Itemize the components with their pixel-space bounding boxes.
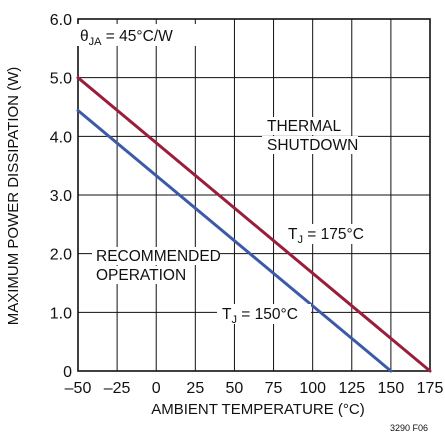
recommended-bg-2 [92, 266, 188, 284]
plot-frame [77, 18, 431, 372]
x-tick-label: 100 [299, 380, 326, 397]
y-tick-label: 1.0 [50, 305, 72, 322]
grid-layer [78, 19, 430, 371]
x-tick-label: 50 [226, 380, 244, 397]
figure-id: 3290 F06 [390, 423, 428, 433]
x-tick-label: –25 [104, 380, 131, 397]
tj175-line [76, 76, 432, 373]
recommended-operation-label-1: RECOMMENDED [96, 248, 221, 265]
theta-annotation: θJA = 45°C/W [80, 28, 173, 48]
y-tick-label: 2.0 [50, 247, 72, 264]
tj150-bg [217, 304, 311, 324]
thermal-bg-1 [262, 117, 342, 135]
thermal-bg-2 [262, 136, 358, 154]
tj150-label: TJ = 150°C [222, 306, 298, 326]
tj175-bg [283, 224, 377, 244]
recommended-operation-label-2: OPERATION [96, 267, 186, 284]
y-tick-label: 5.0 [50, 71, 72, 88]
recommended-bg-1 [92, 247, 220, 265]
y-tick-label: 4.0 [50, 129, 72, 146]
theta-label-bg [76, 24, 226, 46]
thermal-shutdown-label-2: SHUTDOWN [267, 137, 358, 154]
x-tick-label: 25 [186, 380, 204, 397]
x-tick-label: 175 [417, 380, 444, 397]
y-tick-label: 0 [63, 364, 72, 381]
thermal-shutdown-label-1: THERMAL [267, 118, 341, 135]
x-tick-label: –50 [65, 380, 92, 397]
tj175-label: TJ = 175°C [288, 226, 364, 246]
y-tick-label: 3.0 [50, 188, 72, 205]
x-tick-label: 75 [265, 380, 283, 397]
x-tick-label: 150 [378, 380, 405, 397]
series-layer [76, 76, 432, 373]
tj150-line [76, 109, 393, 373]
y-axis-label: MAXIMUM POWER DISSIPATION (W) [5, 67, 22, 326]
tick-layer: –50 –25 0 25 50 75 100 125 150 175 0 1.0 2.0 3.0 4.0 5.… [50, 12, 444, 397]
x-tick-label: 125 [338, 380, 365, 397]
x-axis-label: AMBIENT TEMPERATURE (°C) [151, 401, 365, 418]
x-tick-label: 0 [152, 380, 161, 397]
y-tick-label: 6.0 [50, 12, 72, 29]
